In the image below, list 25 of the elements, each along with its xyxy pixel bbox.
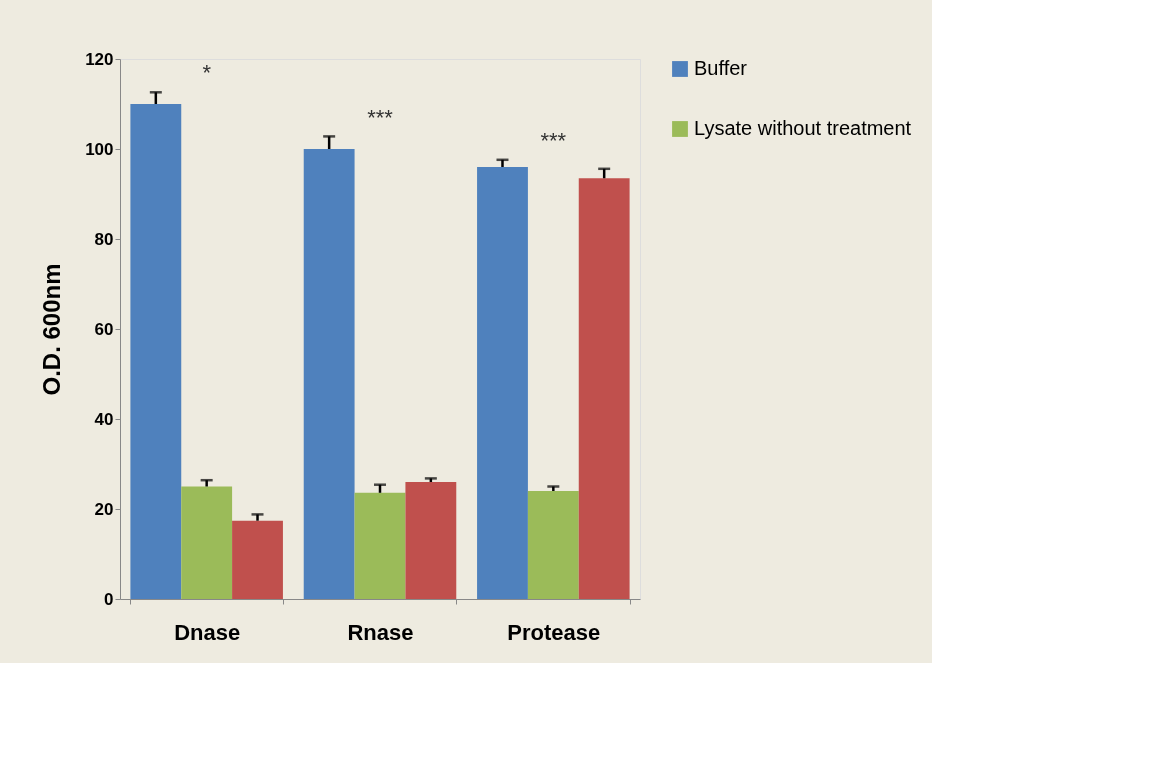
- y-tick-label: 40: [94, 409, 114, 429]
- y-tick-label: 80: [94, 229, 114, 249]
- bar: [527, 491, 579, 599]
- y-axis-title: O.D. 600nm: [38, 263, 66, 396]
- y-tick-label: 0: [104, 589, 114, 609]
- bar: [405, 482, 457, 599]
- legend-label: Buffer: [694, 57, 748, 79]
- bar: [477, 167, 528, 599]
- x-tick-label: Protease: [507, 619, 601, 645]
- y-tick-label: 100: [85, 139, 114, 159]
- annotation: ***: [540, 127, 567, 153]
- y-tick-label: 120: [85, 49, 114, 69]
- bar: [232, 520, 283, 599]
- x-tick-label: Rnase: [347, 619, 414, 645]
- bar: [354, 492, 406, 599]
- bar: [130, 104, 182, 599]
- y-tick-label: 60: [94, 319, 114, 339]
- annotation: ***: [367, 104, 394, 130]
- legend-label: Lysate without treatment: [694, 117, 912, 139]
- x-tick-label: Dnase: [174, 619, 241, 645]
- annotation: *: [202, 60, 212, 86]
- bar: [303, 149, 355, 599]
- y-tick-label: 20: [94, 499, 114, 519]
- bar: [578, 178, 630, 599]
- bar: [181, 486, 233, 599]
